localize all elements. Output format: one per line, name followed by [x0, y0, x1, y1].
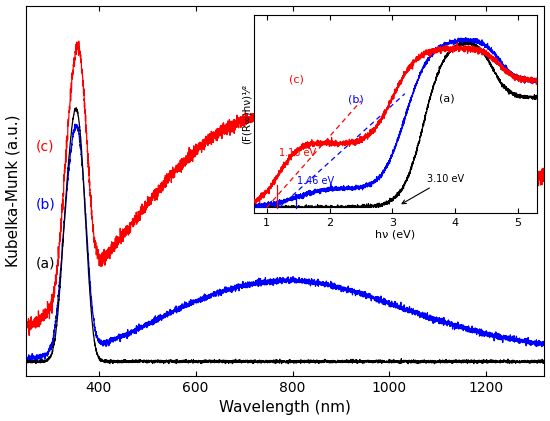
Text: (b): (b) — [36, 198, 56, 212]
Text: (c): (c) — [36, 140, 54, 154]
Text: (a): (a) — [36, 256, 56, 270]
X-axis label: Wavelength (nm): Wavelength (nm) — [219, 400, 351, 416]
Y-axis label: Kubelka-Munk (a.u.): Kubelka-Munk (a.u.) — [6, 115, 20, 267]
